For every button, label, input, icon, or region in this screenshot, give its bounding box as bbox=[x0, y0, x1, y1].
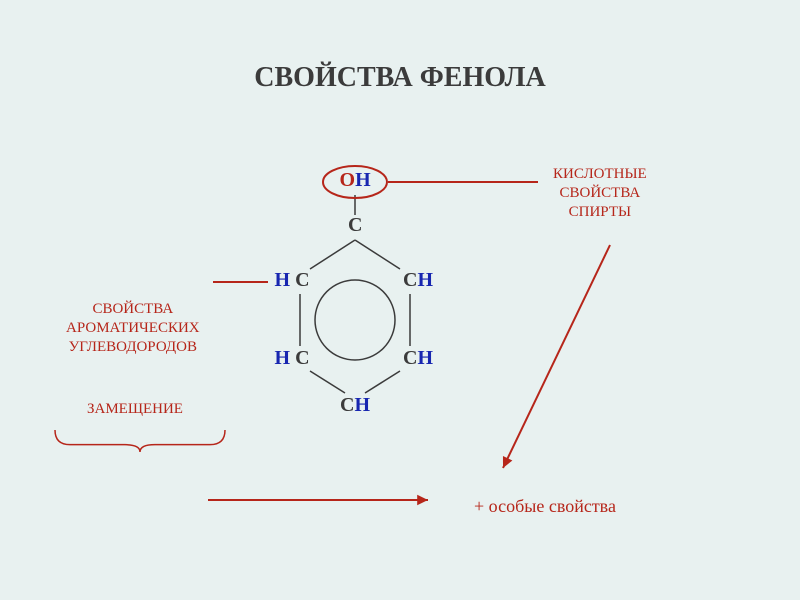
label-aromatic: СВОЙСТВААРОМАТИЧЕСКИХУГЛЕВОДОРОДОВ bbox=[66, 300, 200, 356]
label-substitution: ЗАМЕЩЕНИЕ bbox=[87, 400, 183, 419]
atom-c-top: C bbox=[348, 214, 362, 237]
atom-ch-3: CH bbox=[403, 347, 433, 370]
page-title: СВОЙСТВА ФЕНОЛА bbox=[0, 62, 800, 94]
label-special: + особые свойства bbox=[474, 495, 616, 518]
label-acidic: КИСЛОТНЫЕСВОЙСТВА СПИРТЫ bbox=[553, 165, 647, 221]
atom-oh: OH bbox=[340, 169, 371, 192]
atom-ch-0: H C bbox=[275, 269, 310, 292]
atom-ch-1: CH bbox=[403, 269, 433, 292]
atom-ch-2: H C bbox=[275, 347, 310, 370]
atom-ch-4: CH bbox=[340, 394, 370, 417]
